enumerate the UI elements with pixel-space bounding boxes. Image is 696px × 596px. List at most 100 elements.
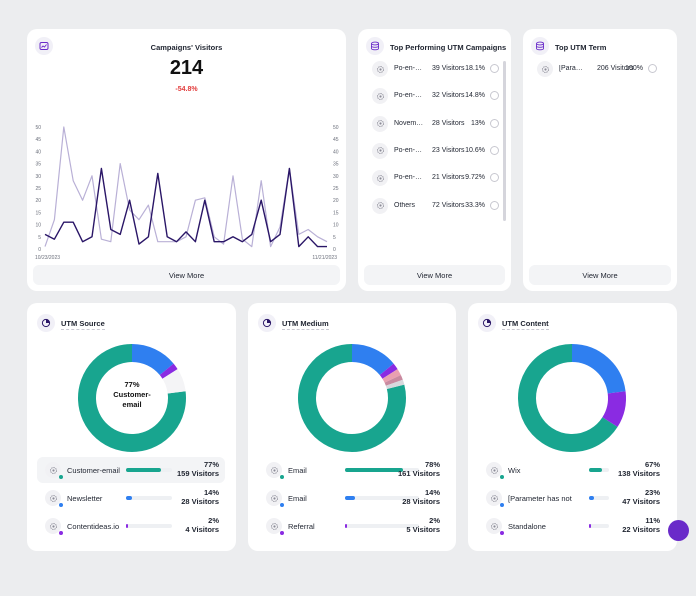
legend-item[interactable]: Standalone 11% 22 Visitors [478, 513, 666, 539]
row-visitors: 23 Visitors [432, 146, 465, 154]
donut-slice[interactable] [298, 344, 406, 452]
row-visitors: 39 Visitors [432, 65, 465, 72]
row-percent: 10.6% [465, 146, 485, 154]
legend-name: [Parameter has not bee [508, 494, 574, 503]
y-tick-label-left: 20 [35, 198, 41, 204]
row-percent: 9.72% [465, 174, 485, 182]
legend-item[interactable]: Email 14% 28 Visitors [258, 485, 446, 511]
y-tick-label-left: 25 [35, 186, 41, 192]
y-tick-label-left: 10 [35, 223, 41, 229]
select-radio[interactable] [490, 173, 499, 183]
legend-item[interactable]: Wix 67% 138 Visitors [478, 457, 666, 483]
select-radio[interactable] [490, 145, 499, 155]
legend-item[interactable]: Newsletter 14% 28 Visitors [37, 485, 225, 511]
utm-icon [372, 61, 388, 77]
legend-visitors: 22 Visitors [622, 525, 660, 534]
y-tick-label-right: 25 [333, 186, 339, 192]
share-fill [126, 496, 133, 500]
donut-slice-other[interactable] [384, 375, 403, 386]
donut-slice[interactable] [351, 344, 394, 376]
legend-visitors: 4 Visitors [185, 525, 219, 534]
view-more-button[interactable]: View More [364, 265, 505, 285]
y-tick-label-right: 15 [333, 210, 339, 216]
y-tick-label-right: 5 [333, 235, 336, 241]
utm-source-card: UTM Source 77% Customer- email Customer-… [27, 303, 236, 551]
scrollbar[interactable] [503, 61, 506, 221]
legend-item[interactable]: [Parameter has not bee 23%47 Visitors [478, 485, 666, 511]
database-icon [531, 37, 549, 55]
card-title: Campaigns' Visitors [150, 43, 223, 52]
utm-icon [372, 170, 388, 187]
donut-slice-other[interactable] [162, 369, 186, 394]
y-tick-label-left: 30 [35, 174, 41, 180]
y-tick-label-left: 35 [35, 162, 41, 168]
campaign-row[interactable]: Po-en-… 32 Visitors 14.8% [372, 84, 499, 108]
y-tick-label-left: 50 [35, 125, 41, 131]
donut-slice[interactable] [379, 363, 398, 379]
donut-slice[interactable] [602, 391, 626, 427]
series-dot [59, 531, 63, 535]
legend-percent: 11% [645, 516, 660, 525]
share-bar [589, 496, 609, 500]
card-title: UTM Content [502, 319, 549, 330]
pie-icon [37, 314, 55, 332]
row-percent: 33.3% [465, 201, 485, 209]
share-fill [589, 496, 594, 500]
utm-icon [266, 490, 282, 506]
legend-percent: 23% [644, 488, 660, 497]
share-fill [589, 468, 603, 472]
y-tick-label-right: 10 [333, 223, 339, 229]
campaign-row[interactable]: [Para… 206 Visitors 100% [537, 57, 657, 81]
utm-icon [45, 490, 61, 506]
row-visitors: 72 Visitors [432, 201, 465, 209]
legend-visitors: 28 Visitors [181, 497, 219, 506]
donut-slice[interactable] [131, 344, 174, 376]
campaign-row[interactable]: Po-en-… 21 Visitors 9.72% [372, 166, 499, 190]
change-percentage: -54.8% [175, 86, 198, 93]
view-more-button[interactable]: View More [33, 265, 340, 285]
legend-item[interactable]: Referral 2% 5 Visitors [258, 513, 446, 539]
select-radio[interactable] [490, 118, 499, 128]
legend-item[interactable]: Contentideas.io 2% 4 Visitors [37, 513, 225, 539]
donut-slice-other[interactable] [382, 369, 401, 383]
utm-icon [372, 197, 388, 214]
series-dot [280, 503, 284, 507]
donut-slice[interactable] [159, 363, 178, 379]
y-tick-label-right: 35 [333, 162, 339, 168]
donut-slice[interactable] [78, 344, 186, 452]
row-percent: 100% [625, 65, 643, 72]
select-radio[interactable] [648, 64, 657, 73]
card-title: UTM Source [61, 319, 105, 330]
utm-source-donut [78, 344, 186, 452]
legend-percent: 78% [424, 460, 440, 469]
series-dot [500, 475, 504, 479]
top-utm-campaigns-card: Top Performing UTM Campaigns Po-en-… 39 V… [358, 29, 511, 291]
utm-icon [372, 115, 388, 132]
chat-launcher-button[interactable] [668, 520, 689, 541]
view-more-button[interactable]: View More [529, 265, 671, 285]
y-tick-label-right: 20 [333, 198, 339, 204]
legend-item[interactable]: Customer-email 77% 159 Visitors [37, 457, 225, 483]
legend-visitors: 5 Visitors [406, 525, 440, 534]
y-tick-label-left: 0 [38, 247, 41, 253]
donut-slice-other[interactable] [385, 379, 405, 390]
y-tick-label-left: 45 [35, 137, 41, 143]
utm-icon [372, 88, 388, 105]
campaign-row[interactable]: Po-en-… 39 Visitors 18.1% [372, 57, 499, 81]
series-dot [280, 475, 284, 479]
legend-visitors: 47 Visitors [622, 497, 660, 506]
series-dot [280, 531, 284, 535]
legend-visitors: 138 Visitors [618, 469, 660, 478]
select-radio[interactable] [490, 64, 499, 73]
select-radio[interactable] [490, 91, 499, 101]
row-name: Po-en-… [394, 146, 423, 154]
legend-item[interactable]: Email 78% 161 Visitors [258, 457, 446, 483]
y-tick-label-right: 40 [333, 149, 339, 155]
donut-slice[interactable] [518, 344, 618, 452]
legend-percent: 14% [203, 488, 219, 497]
donut-slice[interactable] [571, 344, 626, 394]
campaign-row[interactable]: Po-en-… 23 Visitors 10.6% [372, 139, 499, 163]
campaign-row[interactable]: Others 72 Visitors 33.3% [372, 194, 499, 218]
select-radio[interactable] [490, 200, 499, 210]
campaign-row[interactable]: Novem… 28 Visitors 13% [372, 112, 499, 136]
